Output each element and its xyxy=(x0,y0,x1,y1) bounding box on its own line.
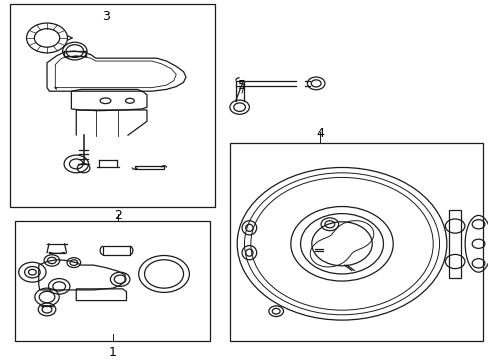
Text: 3: 3 xyxy=(102,10,109,23)
Text: 2: 2 xyxy=(114,209,122,222)
Text: 1: 1 xyxy=(109,346,117,359)
Bar xyxy=(15,221,210,341)
Bar xyxy=(229,143,483,341)
Bar xyxy=(10,4,215,207)
Text: 4: 4 xyxy=(316,127,324,140)
Text: 5: 5 xyxy=(238,79,245,93)
